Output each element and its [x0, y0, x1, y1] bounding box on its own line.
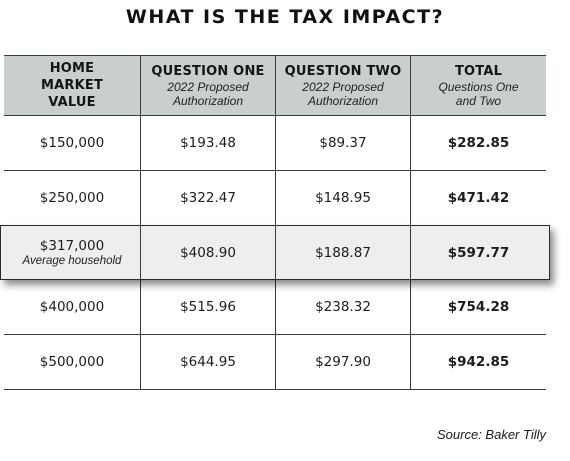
home-value: $250,000: [39, 190, 105, 206]
source-credit: Source: Baker Tilly: [437, 427, 546, 442]
table-row: $150,000 $193.48 $89.37 $282.85: [4, 116, 546, 171]
header-home-market-value: HOME MARKET VALUE: [4, 56, 141, 115]
header-sublabel: 2022 Proposed Authorization: [167, 80, 249, 108]
cell-question-two: $297.90: [276, 335, 411, 389]
header-question-one: QUESTION ONE 2022 Proposed Authorization: [141, 56, 276, 115]
header-sublabel: 2022 Proposed Authorization: [302, 80, 384, 108]
cell-question-two: $148.95: [276, 171, 411, 225]
table-row: $250,000 $322.47 $148.95 $471.42: [4, 171, 546, 226]
cell-home-value: $317,000 Average household: [4, 226, 141, 279]
cell-question-two: $188.87: [276, 226, 411, 279]
question-two-value: $89.37: [319, 135, 367, 151]
cell-home-value: $500,000: [4, 335, 141, 389]
total-value: $282.85: [447, 135, 510, 151]
home-value: $317,000: [39, 238, 105, 254]
average-household-note: Average household: [22, 255, 122, 267]
table-header-row: HOME MARKET VALUE QUESTION ONE 2022 Prop…: [4, 55, 546, 116]
cell-question-one: $515.96: [141, 280, 276, 334]
total-value: $754.28: [447, 299, 510, 315]
cell-question-one: $193.48: [141, 116, 276, 170]
cell-home-value: $150,000: [4, 116, 141, 170]
home-value: $150,000: [39, 135, 105, 151]
question-one-value: $515.96: [180, 299, 236, 315]
question-two-value: $148.95: [315, 190, 371, 206]
question-two-value: $238.32: [315, 299, 371, 315]
table-row-highlighted: $317,000 Average household $408.90 $188.…: [0, 225, 550, 280]
question-one-value: $644.95: [180, 354, 236, 370]
header-sublabel: Questions One and Two: [438, 80, 519, 108]
cell-question-one: $644.95: [141, 335, 276, 389]
cell-home-value: $250,000: [4, 171, 141, 225]
cell-question-one: $408.90: [141, 226, 276, 279]
total-value: $942.85: [447, 354, 510, 370]
cell-total: $597.77: [411, 226, 546, 279]
header-label: HOME MARKET VALUE: [40, 61, 104, 110]
cell-question-two: $89.37: [276, 116, 411, 170]
total-value: $471.42: [447, 190, 510, 206]
header-total: TOTAL Questions One and Two: [411, 56, 546, 115]
header-label: QUESTION TWO: [284, 64, 402, 79]
cell-home-value: $400,000: [4, 280, 141, 334]
question-two-value: $188.87: [315, 244, 371, 261]
total-value: $597.77: [447, 244, 510, 261]
cell-question-one: $322.47: [141, 171, 276, 225]
header-label: TOTAL: [454, 64, 503, 79]
home-value: $400,000: [39, 299, 105, 315]
question-one-value: $193.48: [180, 135, 236, 151]
cell-total: $754.28: [411, 280, 546, 334]
question-one-value: $408.90: [180, 244, 236, 261]
page-title: WHAT IS THE TAX IMPACT?: [125, 6, 445, 28]
table-row: $500,000 $644.95 $297.90 $942.85: [4, 335, 546, 390]
header-question-two: QUESTION TWO 2022 Proposed Authorization: [276, 56, 411, 115]
table-row: $400,000 $515.96 $238.32 $754.28: [4, 280, 546, 335]
tax-impact-table: HOME MARKET VALUE QUESTION ONE 2022 Prop…: [0, 55, 550, 390]
cell-question-two: $238.32: [276, 280, 411, 334]
cell-total: $942.85: [411, 335, 546, 389]
question-two-value: $297.90: [315, 354, 371, 370]
cell-total: $471.42: [411, 171, 546, 225]
header-label: QUESTION ONE: [151, 64, 265, 79]
question-one-value: $322.47: [180, 190, 236, 206]
home-value: $500,000: [39, 354, 105, 370]
cell-total: $282.85: [411, 116, 546, 170]
